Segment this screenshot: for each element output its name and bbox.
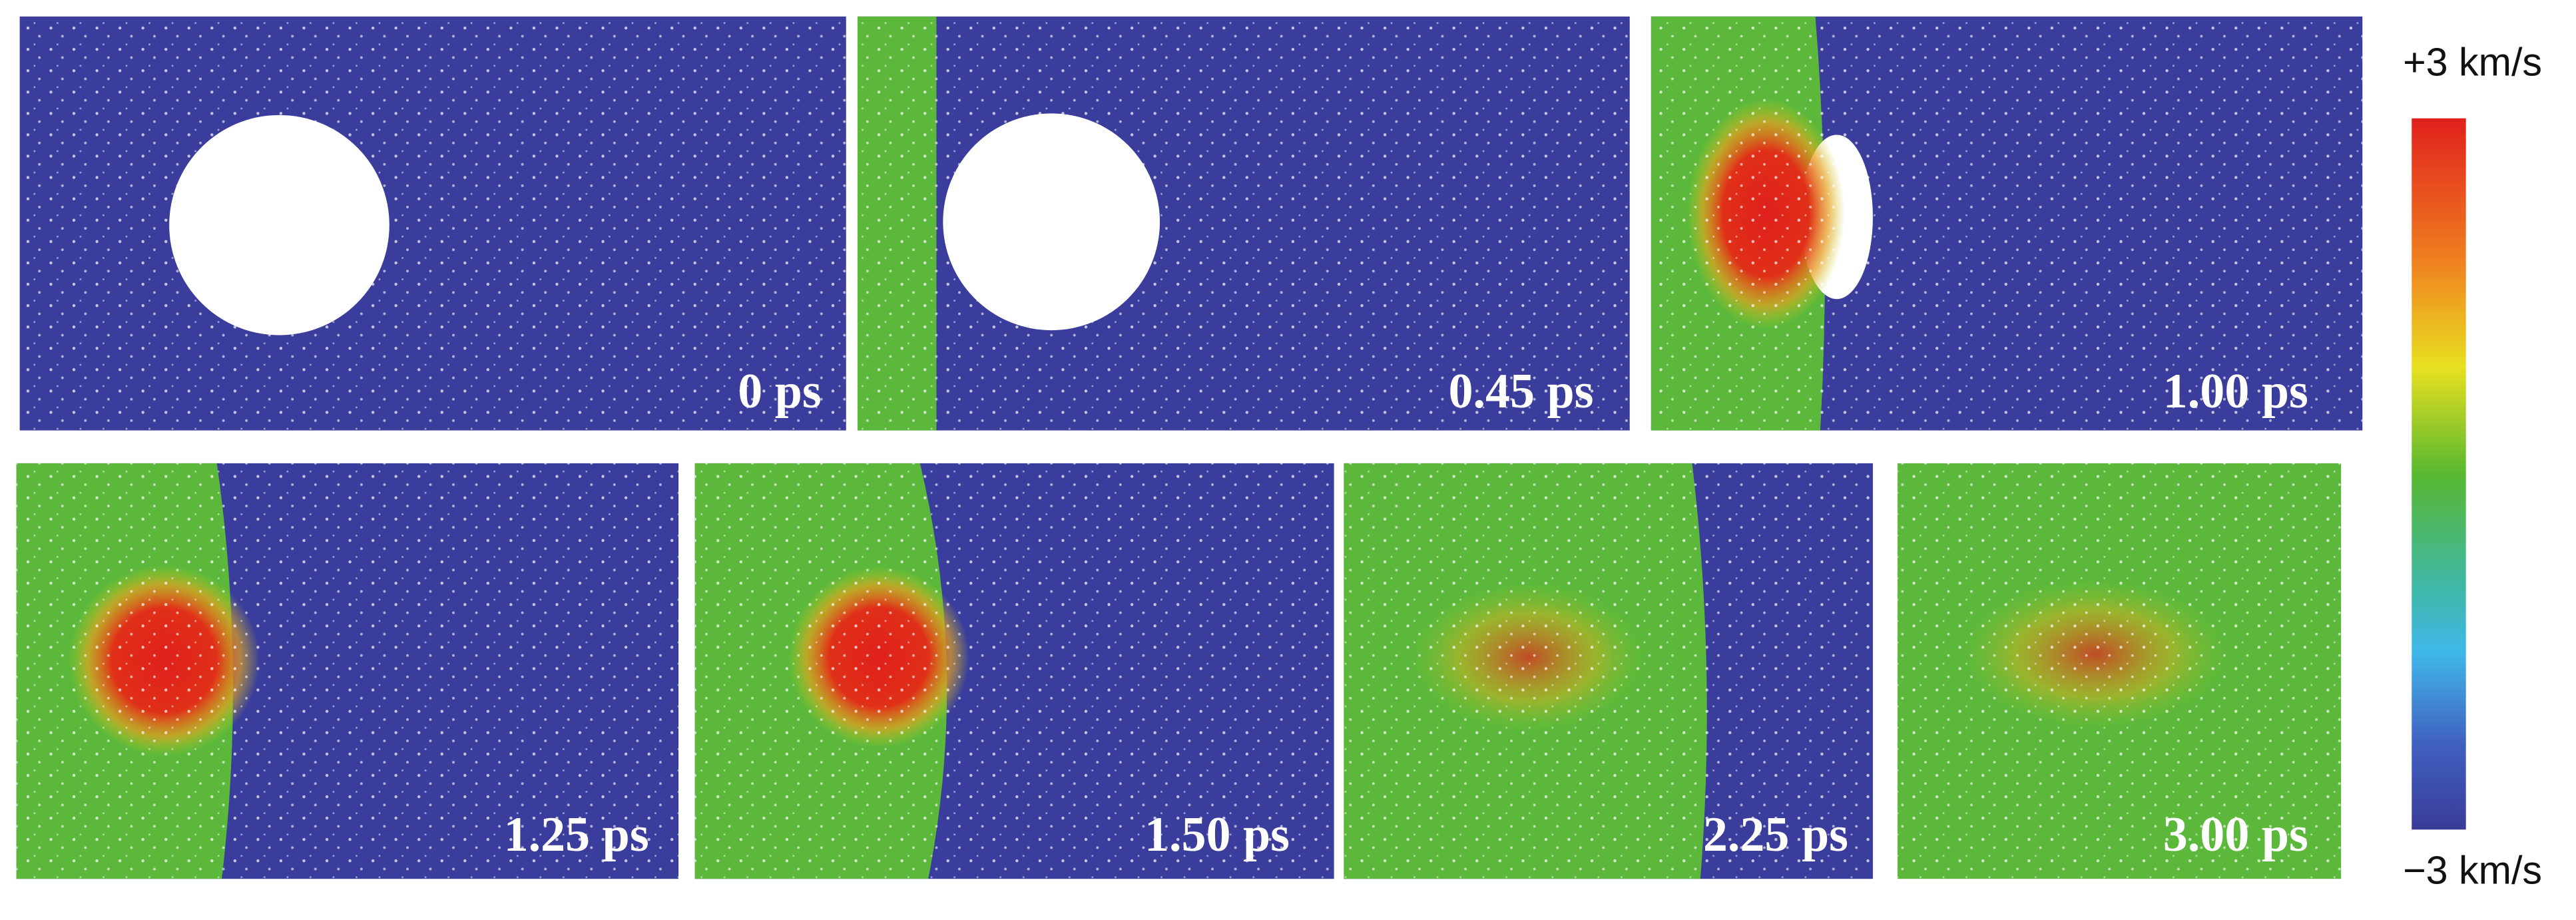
- panel: 1.50 ps: [694, 463, 1334, 879]
- colorbar-gradient: [2412, 118, 2466, 830]
- panel: 0.45 ps: [858, 16, 1630, 431]
- time-label: 1.50 ps: [1145, 807, 1290, 862]
- texture: [16, 463, 679, 879]
- time-label: 2.25 ps: [1703, 807, 1848, 862]
- void: [943, 113, 1160, 331]
- colorbar-max-label: +3 km/s: [2403, 40, 2542, 85]
- colorbar-min-label: −3 km/s: [2403, 848, 2542, 893]
- time-label: 1.00 ps: [2163, 364, 2308, 419]
- panel: 1.00 ps: [1651, 16, 2363, 431]
- texture: [19, 16, 846, 431]
- panel: 3.00 ps: [1897, 463, 2342, 879]
- texture: [1897, 463, 2342, 879]
- time-label: 0 ps: [738, 364, 821, 419]
- panel: 0 ps: [19, 16, 846, 431]
- texture: [1344, 463, 1873, 879]
- time-label: 0.45 ps: [1448, 364, 1593, 419]
- panel: 2.25 ps: [1344, 463, 1873, 879]
- void: [169, 115, 389, 336]
- time-label: 1.25 ps: [504, 807, 649, 862]
- panel: 1.25 ps: [16, 463, 679, 879]
- texture: [1651, 16, 2363, 431]
- texture: [694, 463, 1334, 879]
- time-label: 3.00 ps: [2163, 807, 2308, 862]
- colorbar: +3 km/s −3 km/s: [2403, 40, 2542, 893]
